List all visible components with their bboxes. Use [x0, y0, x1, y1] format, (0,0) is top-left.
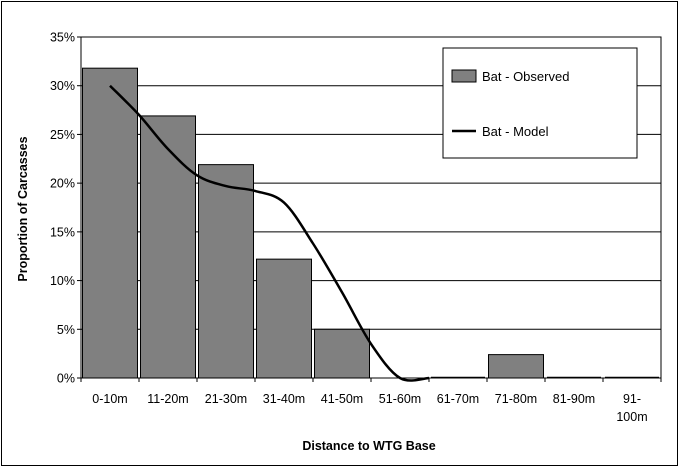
- y-axis-title: Proportion of Carcasses: [16, 136, 30, 281]
- x-tick-label: 91-: [623, 392, 641, 406]
- bar-0-10m: [82, 67, 138, 379]
- y-tick-label: 35%: [50, 31, 75, 45]
- y-axis-ticks: 0% 5% 10% 15% 20% 25% 30% 35%: [50, 31, 81, 386]
- model-line: [109, 84, 430, 382]
- y-tick-label: 25%: [50, 128, 75, 142]
- bars: [82, 67, 659, 379]
- y-tick-label: 5%: [57, 323, 75, 337]
- series-line-bat-model: [109, 84, 430, 382]
- y-tick-label: 10%: [50, 274, 75, 288]
- bar-31-40m: [256, 258, 312, 379]
- bar-21-30m: [198, 164, 254, 379]
- x-tick-label: 11-20m: [147, 392, 188, 406]
- x-tick-label: 41-50m: [321, 392, 363, 406]
- bar-71-80m: [488, 354, 544, 379]
- x-tick-label: 21-30m: [205, 392, 247, 406]
- x-tick-label: 31-40m: [263, 392, 305, 406]
- x-tick-label: 71-80m: [495, 392, 537, 406]
- x-tick-label: 81-90m: [553, 392, 595, 406]
- y-tick-label: 0%: [57, 372, 75, 386]
- x-tick-label: 61-70m: [437, 392, 479, 406]
- x-tick-label: 51-60m: [379, 392, 421, 406]
- x-tick-label: 0-10m: [92, 392, 127, 406]
- x-axis-title: Distance to WTG Base: [302, 439, 435, 453]
- x-axis-ticks: 0-10m 11-20m 21-30m 31-40m 41-50m 51-60m 61-70…: [80, 378, 662, 424]
- legend-box: [442, 47, 638, 159]
- y-tick-label: 15%: [50, 225, 75, 239]
- legend-swatch-observed: [451, 69, 477, 83]
- legend-label-observed: Bat - Observed: [482, 69, 569, 84]
- legend-label-model: Bat - Model: [482, 124, 549, 139]
- bar-11-20m: [140, 115, 196, 379]
- legend: Bat - Observed Bat - Model: [442, 47, 638, 159]
- y-tick-label: 30%: [50, 79, 75, 93]
- bar-41-50m: [314, 328, 370, 379]
- x-tick-label: 100m: [616, 410, 647, 424]
- y-tick-label: 20%: [50, 177, 75, 191]
